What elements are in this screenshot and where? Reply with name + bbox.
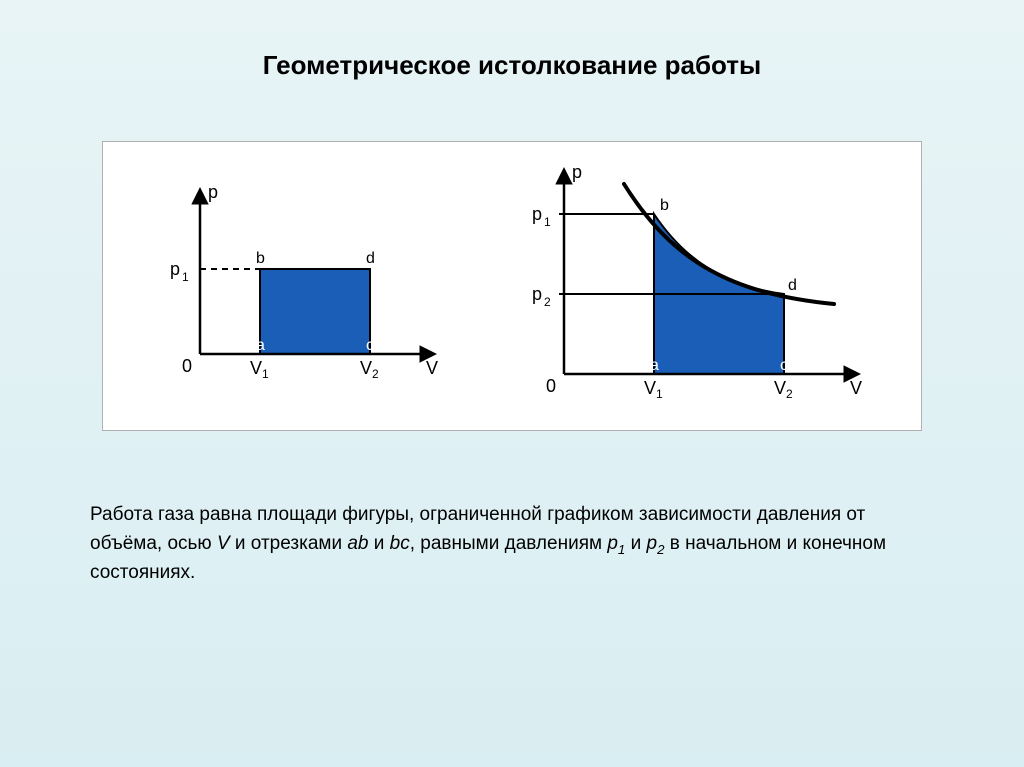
svg-text:p: p — [208, 182, 218, 202]
svg-text:1: 1 — [656, 387, 663, 401]
svg-text:2: 2 — [786, 387, 793, 401]
caption-part: и отрезками — [230, 533, 348, 554]
svg-text:0: 0 — [546, 376, 556, 396]
svg-text:V: V — [850, 378, 862, 398]
svg-text:p: p — [572, 162, 582, 182]
svg-text:b: b — [660, 197, 669, 214]
charts-panel: pV0p1V1V2abdc pV0p1p2V1V2abdc — [102, 141, 922, 431]
svg-text:c: c — [780, 357, 788, 374]
svg-text:a: a — [256, 337, 265, 354]
svg-text:1: 1 — [182, 270, 189, 284]
slide-title: Геометрическое истолкование работы — [80, 50, 944, 81]
caption-part: , равными давлениям — [410, 533, 608, 554]
svg-text:c: c — [366, 337, 374, 354]
svg-text:V: V — [644, 378, 656, 398]
svg-text:b: b — [256, 250, 265, 267]
caption-text: Работа газа равна площади фигуры, ограни… — [80, 501, 944, 588]
pv-diagram-isothermal: pV0p1p2V1V2abdc — [504, 154, 884, 414]
caption-part: и — [625, 533, 646, 554]
svg-text:2: 2 — [372, 367, 379, 381]
caption-axis-v: V — [217, 533, 230, 554]
svg-text:2: 2 — [544, 295, 551, 309]
pv-diagram-isobaric: pV0p1V1V2abdc — [140, 174, 450, 394]
svg-text:V: V — [774, 378, 786, 398]
svg-text:a: a — [650, 357, 659, 374]
svg-text:V: V — [250, 358, 262, 378]
svg-text:d: d — [366, 250, 375, 267]
svg-text:d: d — [788, 277, 797, 294]
slide: Геометрическое истолкование работы pV0p1… — [0, 0, 1024, 767]
caption-seg-ab: аb — [347, 533, 368, 554]
caption-p2: p2 — [646, 533, 664, 554]
caption-seg-bc: bc — [390, 533, 410, 554]
svg-text:1: 1 — [544, 215, 551, 229]
svg-text:p: p — [532, 284, 542, 304]
chart-right: pV0p1p2V1V2abdc — [504, 154, 884, 419]
caption-p1: p1 — [607, 533, 625, 554]
caption-part: и — [368, 533, 389, 554]
svg-text:p: p — [532, 204, 542, 224]
svg-text:0: 0 — [182, 356, 192, 376]
svg-text:p: p — [170, 259, 180, 279]
svg-text:1: 1 — [262, 367, 269, 381]
svg-text:V: V — [360, 358, 372, 378]
chart-left: pV0p1V1V2abdc — [140, 174, 450, 399]
svg-text:V: V — [426, 358, 438, 378]
